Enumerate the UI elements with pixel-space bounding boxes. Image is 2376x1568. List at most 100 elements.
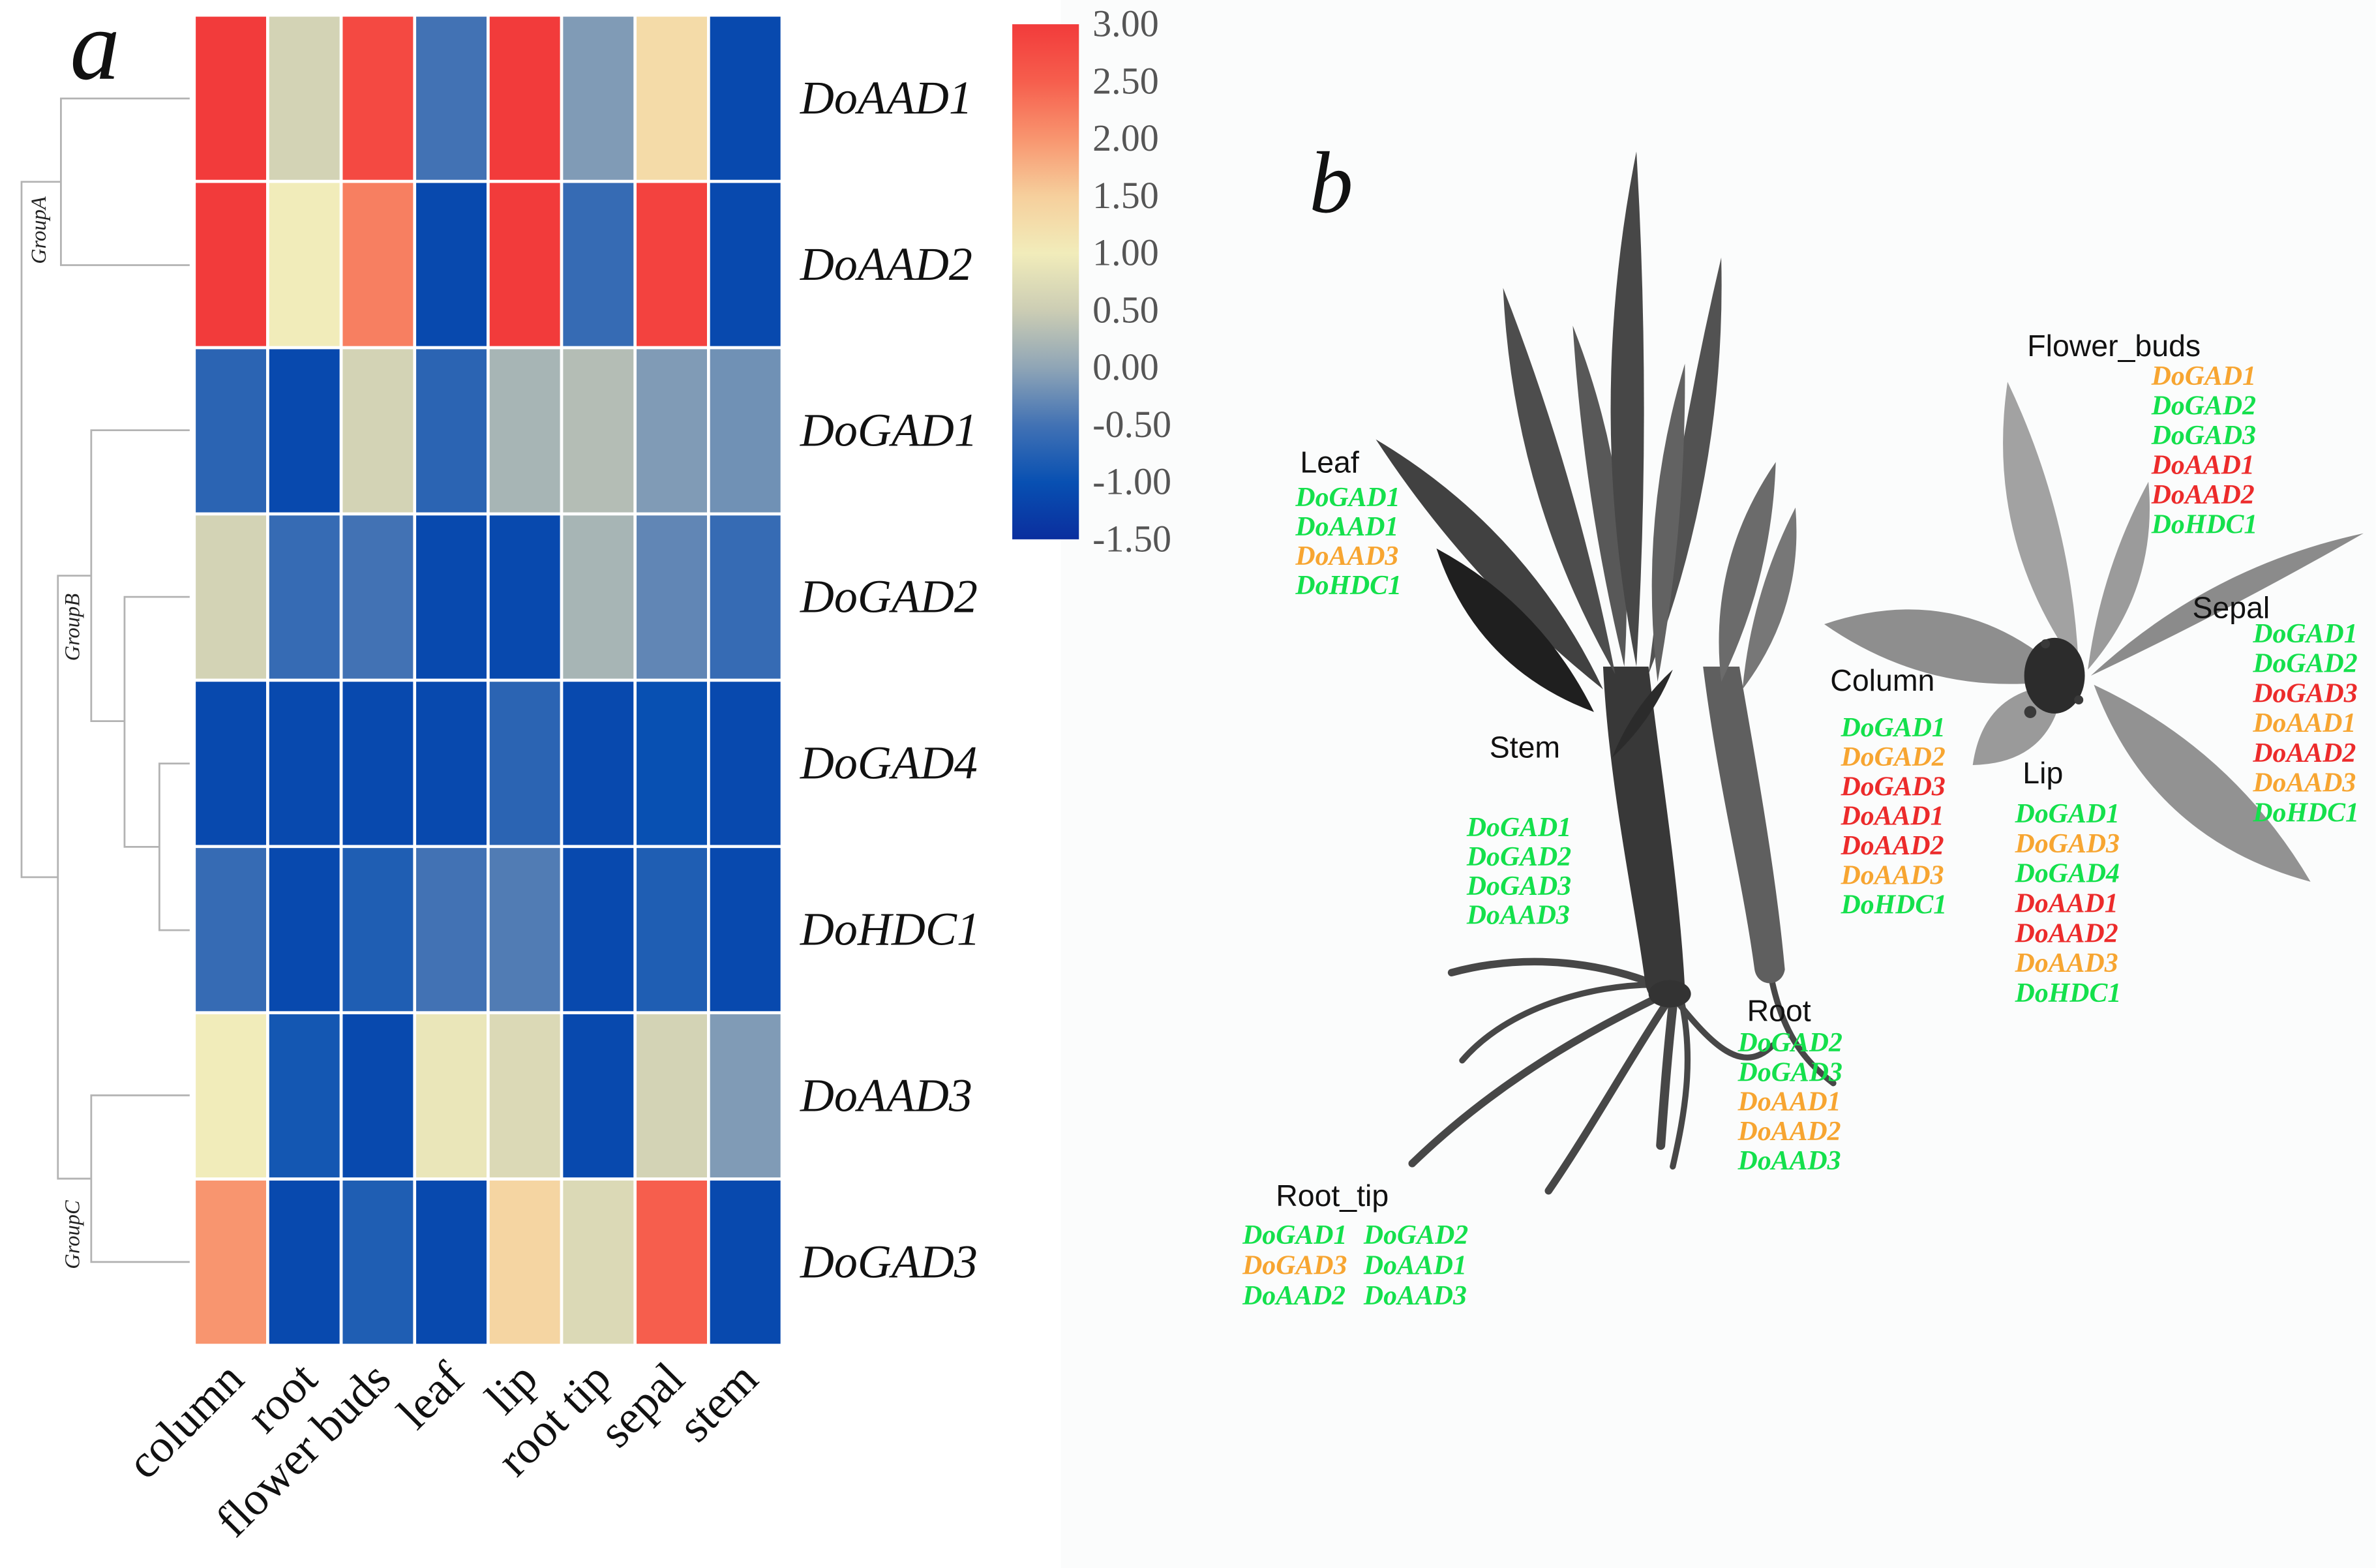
row-label: DoAAD1 bbox=[800, 72, 972, 124]
heatmap-cell bbox=[707, 1177, 784, 1347]
petal-shape bbox=[2003, 382, 2079, 670]
petal-shape bbox=[2094, 684, 2311, 882]
dendrogram-branch bbox=[90, 429, 190, 723]
gene-label: DoAAD3 bbox=[2252, 768, 2356, 798]
gene-label: DoGAD3 bbox=[1737, 1057, 1842, 1087]
gene-label: DoGAD3 bbox=[1466, 871, 1571, 901]
heatmap-cell bbox=[633, 1011, 710, 1181]
orchid-plant-image bbox=[1376, 151, 2364, 1195]
colorbar-tick-label: 1.50 bbox=[1092, 174, 1159, 217]
heatmap-cell bbox=[192, 678, 269, 849]
heatmap-cell bbox=[707, 346, 784, 516]
leaf-shape bbox=[1376, 439, 1603, 689]
tissue-title: Root_tip bbox=[1276, 1179, 1389, 1213]
gene-label: DoHDC1 bbox=[1295, 571, 1402, 601]
heatmap-cell bbox=[633, 13, 710, 183]
column-label: leaf bbox=[387, 1352, 474, 1439]
leaf-shape bbox=[1742, 507, 1797, 689]
gene-label: DoGAD4 bbox=[2015, 859, 2120, 889]
heatmap-cell bbox=[266, 13, 343, 183]
gene-label: DoAAD2 bbox=[1737, 1117, 1841, 1147]
dendrogram bbox=[20, 97, 190, 1263]
gene-label: DoAAD3 bbox=[1363, 1281, 1467, 1311]
leaf-shape bbox=[1436, 548, 1594, 712]
heatmap-cell bbox=[339, 845, 417, 1015]
heatmap-cell bbox=[633, 1177, 710, 1347]
gene-label: DoGAD2 bbox=[1841, 742, 1946, 772]
heatmap-cell bbox=[487, 1177, 564, 1347]
root-line bbox=[1544, 999, 1671, 1195]
dendrogram-branch bbox=[123, 596, 190, 848]
gene-label: DoAAD1 bbox=[1841, 802, 1944, 832]
panel-a-label: a bbox=[70, 0, 120, 101]
tissue-title: Leaf bbox=[1300, 445, 1359, 479]
tissue-annotations: LeafDoGAD1DoAAD1DoAAD3DoHDC1StemDoGAD1Do… bbox=[1242, 329, 2359, 1311]
gene-label: DoAAD1 bbox=[2252, 708, 2356, 738]
gene-label: DoAAD1 bbox=[2015, 889, 2118, 919]
leaf-shape bbox=[1610, 151, 1644, 667]
dendrogram-branch bbox=[60, 97, 190, 266]
dendrogram-branch bbox=[57, 575, 91, 1180]
gene-label: DoAAD2 bbox=[2015, 918, 2118, 948]
gene-label: DoAAD1 bbox=[1363, 1250, 1467, 1280]
tissue-title: Sepal bbox=[2192, 591, 2270, 625]
panel-b: b LeafDoGAD1DoAAD1DoAAD3DoHDC1StemDoGAD1… bbox=[1242, 134, 2364, 1311]
gene-label: DoAAD3 bbox=[1841, 860, 1944, 890]
heatmap-cell bbox=[560, 1011, 637, 1181]
gene-label: DoGAD1 bbox=[1242, 1220, 1347, 1250]
tissue-annotation: Flower_budsDoGAD1DoGAD2DoGAD3DoAAD1DoAAD… bbox=[2027, 329, 2257, 540]
root-line bbox=[1447, 957, 1668, 992]
dendrogram-branch bbox=[20, 181, 61, 879]
heatmap-cell bbox=[633, 678, 710, 849]
root-base bbox=[1648, 980, 1691, 1008]
lip-spot bbox=[2074, 695, 2084, 705]
heatmap-cell bbox=[266, 1177, 343, 1347]
heatmap-cell bbox=[339, 346, 417, 516]
gene-label: DoAAD3 bbox=[1295, 541, 1398, 571]
flower-center bbox=[2024, 637, 2085, 714]
heatmap-cell bbox=[413, 845, 490, 1015]
stem-shape bbox=[1602, 666, 1685, 1006]
stem-shape bbox=[1703, 666, 1785, 984]
dendrogram-branch bbox=[90, 1094, 190, 1263]
heatmap-cell bbox=[633, 179, 710, 350]
heatmap-cell bbox=[560, 179, 637, 350]
heatmap-cell bbox=[413, 1177, 490, 1347]
row-label: DoHDC1 bbox=[800, 903, 980, 955]
heatmap-cell bbox=[560, 512, 637, 682]
colorbar-gradient bbox=[1012, 24, 1079, 539]
root-line bbox=[1672, 997, 1776, 1061]
heatmap-cell bbox=[339, 13, 417, 183]
heatmap-cell bbox=[266, 346, 343, 516]
lip-spot bbox=[2041, 639, 2051, 649]
leaf-shape bbox=[1651, 363, 1685, 682]
heatmap-cell bbox=[707, 13, 784, 183]
gene-label: DoGAD3 bbox=[1242, 1250, 1347, 1280]
row-labels: DoAAD1 DoAAD2 DoGAD1 DoGAD2 DoGAD4 DoHDC1 DoAA… bbox=[800, 72, 980, 1288]
gene-label: DoAAD2 bbox=[2151, 480, 2255, 510]
heatmap-cell bbox=[560, 845, 637, 1015]
root-line bbox=[1459, 982, 1658, 1064]
petal-shape bbox=[1824, 609, 2070, 684]
root-line bbox=[1408, 993, 1663, 1168]
petal-shape bbox=[2090, 533, 2364, 676]
gene-label: DoAAD3 bbox=[1466, 901, 1570, 931]
heatmap-cell bbox=[266, 845, 343, 1015]
heatmap-cell bbox=[487, 179, 564, 350]
dendrogram-branch bbox=[158, 762, 190, 931]
tissue-title: Lip bbox=[2023, 756, 2063, 790]
panel-a: a GroupA GroupB GroupC DoAAD1 DoAAD2 DoGAD… bbox=[20, 0, 1171, 1546]
root-line bbox=[1670, 999, 1691, 1170]
gene-label: DoGAD2 bbox=[1737, 1028, 1842, 1058]
colorbar-tick-label: -1.00 bbox=[1092, 460, 1171, 503]
leaf-shape bbox=[1503, 288, 1616, 674]
gene-label: DoAAD3 bbox=[2015, 948, 2118, 978]
gene-label: DoHDC1 bbox=[2252, 798, 2359, 828]
gene-label: DoAAD2 bbox=[1242, 1281, 1346, 1311]
heatmap-cell bbox=[266, 1011, 343, 1181]
colorbar-ticks: 3.00 2.50 2.00 1.50 1.00 0.50 0.00 -0.50 -1.00 -1… bbox=[1092, 3, 1171, 560]
gene-label: DoHDC1 bbox=[1841, 890, 1947, 920]
tissue-title: Column bbox=[1830, 663, 1934, 697]
